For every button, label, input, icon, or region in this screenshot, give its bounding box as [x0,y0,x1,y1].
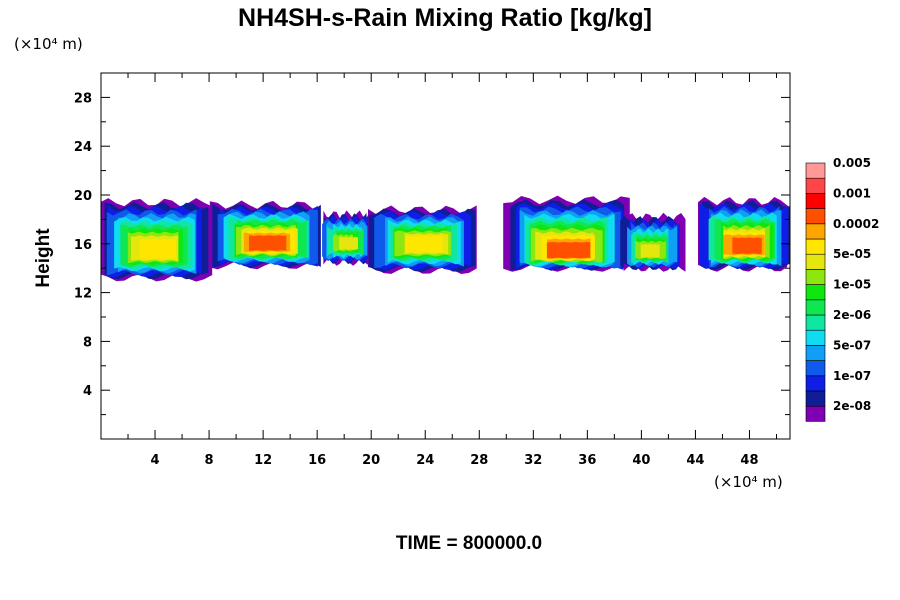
x-tick-label: 36 [578,453,596,468]
storm-cell [503,195,630,272]
storm-cell [101,198,213,282]
colorbar-swatch [805,375,826,392]
colorbar-label: 2e-06 [833,308,871,322]
x-tick-label: 28 [470,453,488,468]
y-tick-label: 24 [74,140,92,155]
x-tick-label: 24 [416,453,434,468]
x-tick-label: 16 [308,453,326,468]
contour-level [640,243,660,258]
x-tick-label: 40 [632,453,650,468]
colorbar-label: 0.0002 [833,217,879,231]
x-axis: 4 8 12 16 20 24 28 32 36 40 44 48 [127,73,777,468]
colorbar-swatch [805,193,826,209]
colorbar: 2e-08 1e-07 5e-07 2e-06 1e-05 5e-05 0.0002 0.00… [805,156,879,422]
storm-cell [698,196,790,272]
colorbar-label: 5e-05 [833,247,871,261]
storm-cell [620,212,686,272]
colorbar-swatch [805,238,826,255]
colorbar-label: 0.001 [833,186,871,200]
colorbar-swatch [805,223,826,240]
colorbar-swatch [805,177,826,194]
colorbar-swatch [805,360,826,377]
colorbar-swatch [805,269,826,285]
storm-cell [322,210,370,266]
x-tick-label: 8 [205,453,214,468]
colorbar-swatch [805,208,826,225]
contour-level [732,237,762,254]
y-tick-label: 8 [83,335,92,350]
y-unit-label: (×10⁴ m) [14,35,83,53]
colorbar-swatch [805,284,826,301]
y-axis-label: Height [33,228,54,288]
x-tick-label: 32 [524,453,542,468]
contour-level [139,239,176,259]
colorbar-label: 5e-07 [833,338,871,352]
x-tick-label: 20 [362,453,380,468]
colorbar-swatch [805,162,826,179]
colorbar-swatch [805,345,826,361]
contour-level [249,235,287,251]
colorbar-swatch [805,299,826,316]
chart-title: NH4SH-s-Rain Mixing Ratio [kg/kg] [238,4,652,32]
colorbar-swatch [805,253,826,270]
colorbar-label: 2e-08 [833,399,871,413]
colorbar-label: 1e-07 [833,369,871,383]
x-tick-label: 44 [686,453,704,468]
y-tick-label: 4 [83,384,92,399]
plot-frame [100,72,791,440]
y-axis: 4 8 12 16 20 24 28 [74,91,790,416]
colorbar-swatch [805,405,826,422]
contour-level [546,241,591,259]
x-tick-label: 4 [151,453,160,468]
x-unit-label: (×10⁴ m) [714,473,783,491]
x-tick-label: 12 [254,453,272,468]
colorbar-label: 1e-05 [833,278,871,292]
x-tick-label: 48 [740,453,758,468]
time-label: TIME = 800000.0 [396,533,542,554]
colorbar-swatch [805,314,826,331]
contour-level [405,235,443,253]
y-tick-label: 12 [74,287,92,302]
colorbar-swatch [805,329,826,346]
y-tick-label: 20 [74,189,92,204]
contour-layer [101,195,790,282]
y-tick-label: 28 [74,91,92,106]
storm-cell [209,200,321,270]
contour-level [339,236,358,250]
y-tick-label: 16 [74,238,92,253]
colorbar-swatch [805,390,826,407]
storm-cell [368,205,477,274]
colorbar-label: 0.005 [833,156,871,170]
